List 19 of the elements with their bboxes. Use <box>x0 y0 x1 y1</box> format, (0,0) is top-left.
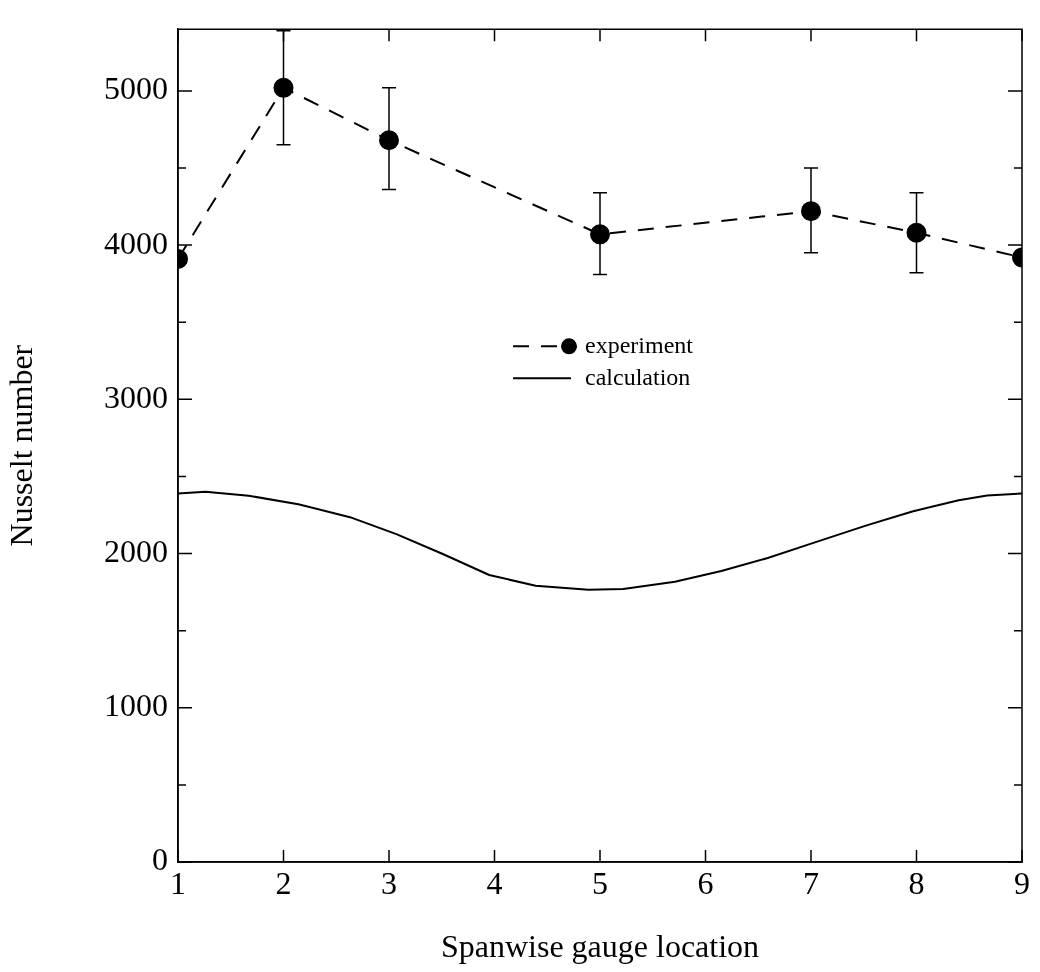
x-tick-label: 1 <box>170 864 186 901</box>
x-tick-label: 6 <box>697 864 714 901</box>
x-tick-label: 5 <box>592 864 608 901</box>
y-axis-title: Nusselt number <box>2 344 39 547</box>
y-tick-label: 4000 <box>104 224 168 261</box>
legend-label: calculation <box>585 363 691 390</box>
x-tick-label: 9 <box>1014 864 1030 901</box>
y-tick-label: 1000 <box>104 687 168 724</box>
legend-label: experiment <box>585 331 694 358</box>
x-tick-label: 7 <box>803 864 819 901</box>
y-tick-label: 0 <box>152 841 168 878</box>
y-tick-label: 3000 <box>104 378 168 415</box>
x-axis-title: Spanwise gauge location <box>440 928 760 965</box>
x-tick-label: 3 <box>381 864 397 901</box>
x-tick-label: 4 <box>486 864 503 901</box>
x-tick-label: 2 <box>275 864 292 901</box>
y-tick-label: 5000 <box>104 70 168 107</box>
y-tick-label: 2000 <box>104 532 168 569</box>
x-tick-label: 8 <box>908 864 925 901</box>
